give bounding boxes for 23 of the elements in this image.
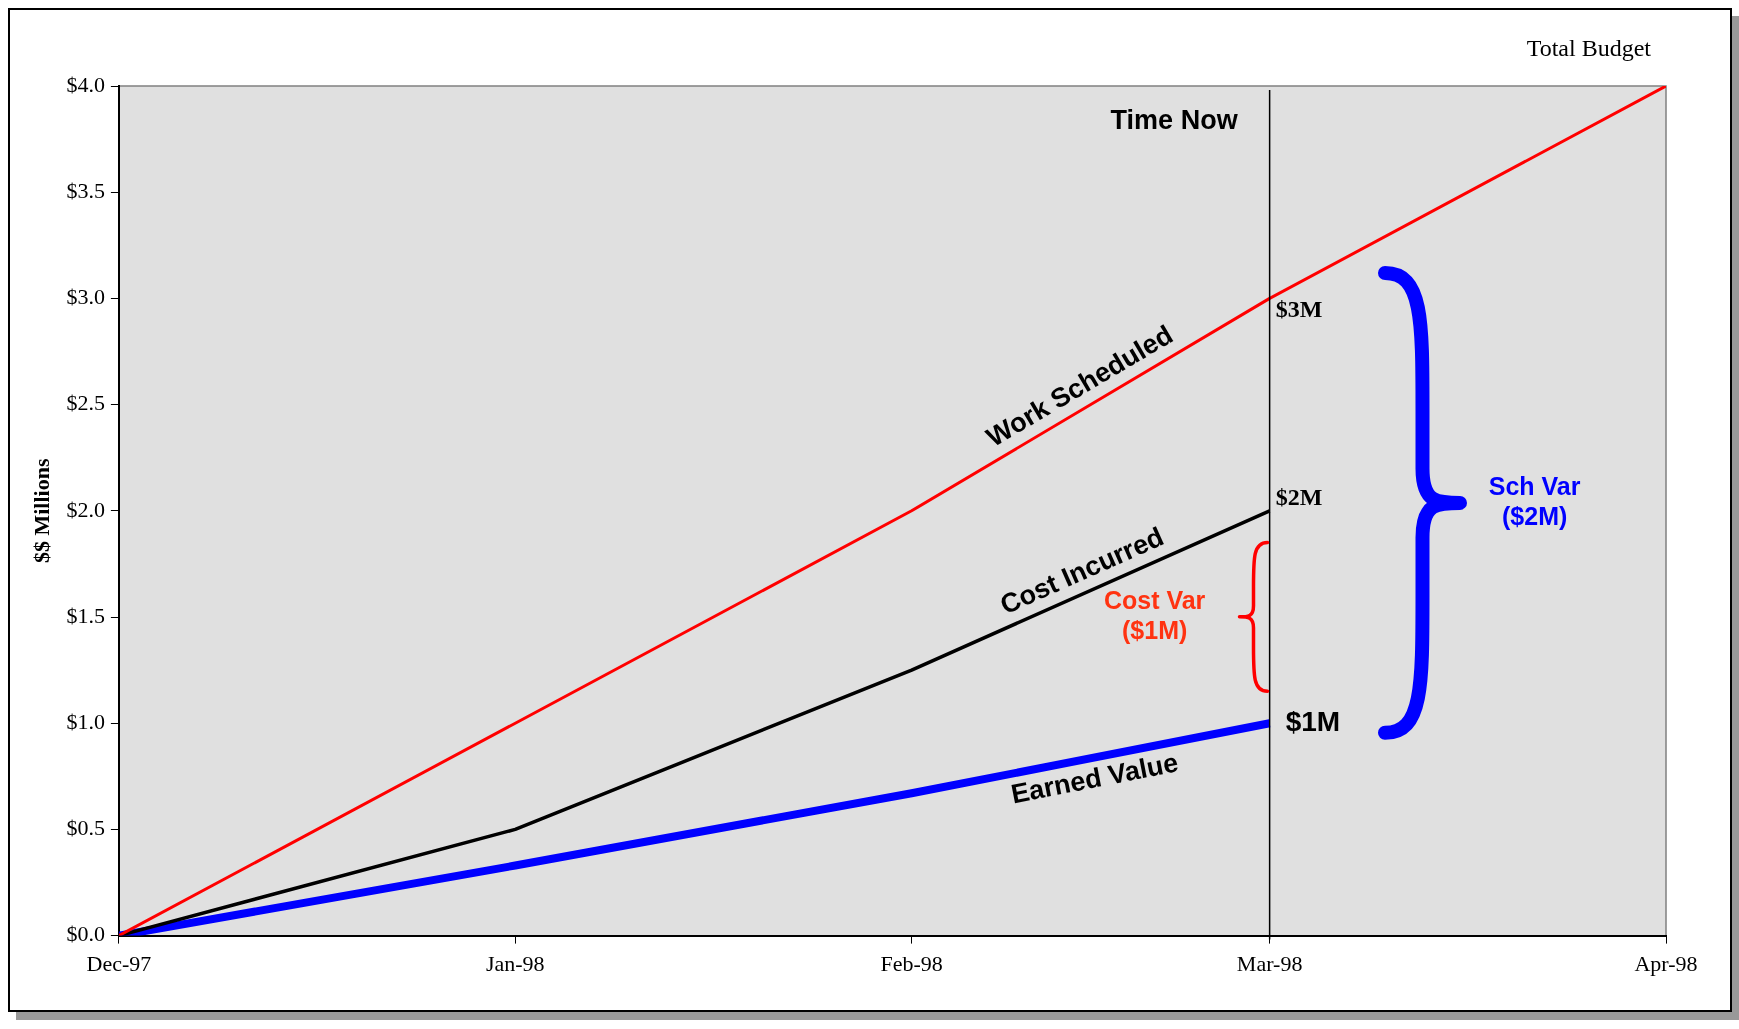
y-tick-label: $0.5 xyxy=(66,815,105,841)
x-tick-label: Apr-98 xyxy=(1634,950,1698,976)
annotation: Sch Var ($2M) xyxy=(1488,472,1581,531)
annotation: $2M xyxy=(1275,484,1323,510)
x-tick-label: Feb-98 xyxy=(880,950,943,976)
x-tick-label: Jan-98 xyxy=(485,950,545,976)
y-tick-label: $0.0 xyxy=(66,921,105,947)
y-axis-title: $$ Millions xyxy=(28,458,54,564)
ref-line-label: Time Now xyxy=(1110,105,1239,136)
y-tick-label: $1.5 xyxy=(66,602,105,628)
x-tick-label: Mar-98 xyxy=(1236,950,1303,976)
y-tick-label: $3.5 xyxy=(66,177,105,203)
y-tick-label: $1.0 xyxy=(66,708,105,734)
annotation: Cost Var ($1M) xyxy=(1103,585,1206,644)
text: Earned Value xyxy=(1008,747,1181,810)
y-tick-label: $4.0 xyxy=(66,71,105,97)
y-tick-label: $3.0 xyxy=(66,284,105,310)
annotation: Total Budget xyxy=(1526,35,1652,62)
y-tick-label: $2.5 xyxy=(66,390,105,416)
x-tick-label: Dec-97 xyxy=(86,950,152,976)
annotation: $3M xyxy=(1275,295,1323,322)
annotation: $1M xyxy=(1285,705,1341,737)
y-tick-label: $2.0 xyxy=(66,496,105,522)
